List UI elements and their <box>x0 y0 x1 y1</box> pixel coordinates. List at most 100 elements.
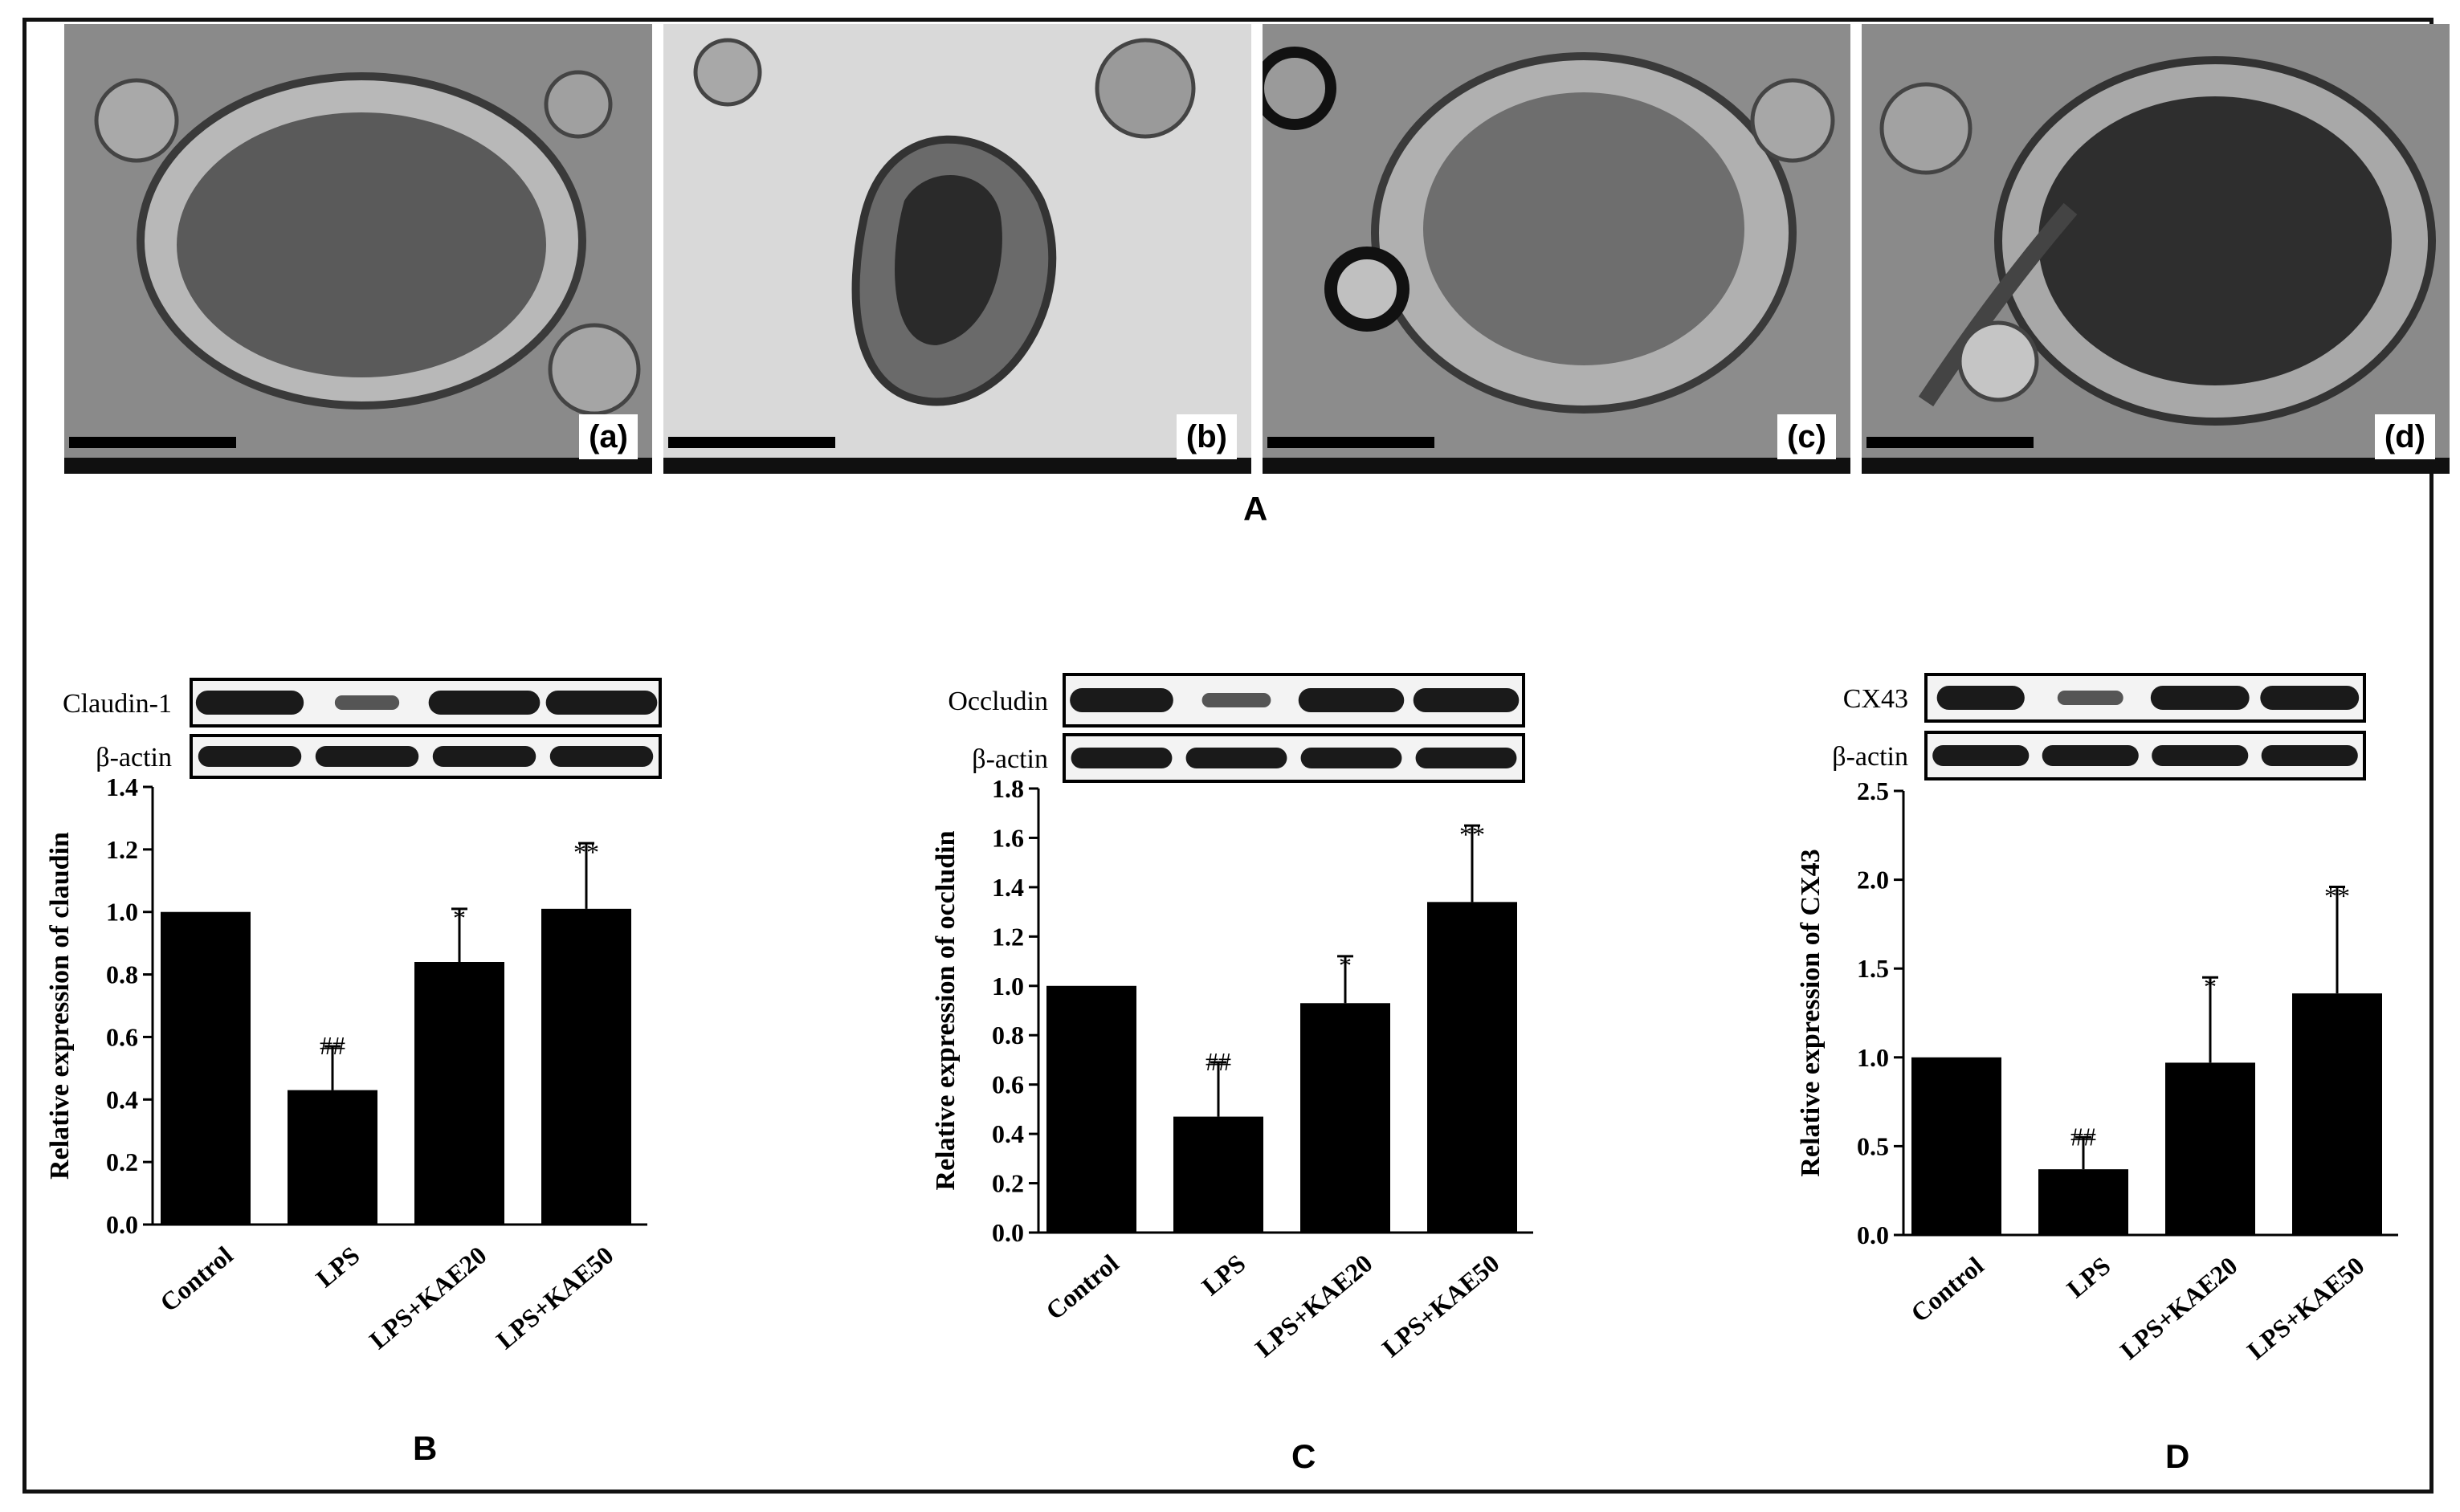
blot-band <box>2261 745 2358 766</box>
significance-mark: * <box>1339 951 1352 980</box>
scale-bar <box>69 437 236 448</box>
significance-mark: * <box>453 903 466 932</box>
blot-band <box>1300 748 1402 768</box>
blot-band <box>1071 748 1173 768</box>
tem-image-b: (b) <box>663 24 1251 474</box>
tem-image-a: (a) <box>64 24 652 474</box>
blot-band <box>2152 745 2249 766</box>
blot-label: CX43 <box>1843 684 1908 714</box>
tem-info-strip <box>64 458 652 474</box>
category-label: LPS <box>2061 1251 2115 1303</box>
significance-mark: ## <box>320 1031 345 1060</box>
blot-band <box>1413 688 1520 712</box>
tem-micrograph-c <box>1263 24 1850 474</box>
bar-lps-kae20 <box>1300 1003 1390 1233</box>
blot-band <box>549 746 654 767</box>
figure-label-d: D <box>2165 1437 2190 1475</box>
y-axis-label: Relative expression of CX43 <box>1796 849 1826 1176</box>
blot-band <box>1415 748 1517 768</box>
bar-lps-kae50 <box>541 908 631 1225</box>
y-tick-label: 1.2 <box>106 835 138 864</box>
blot-band <box>315 746 419 767</box>
category-label: Control <box>1905 1251 1989 1328</box>
significance-mark: ** <box>1459 820 1485 849</box>
blot-label: Claudin-1 <box>63 689 172 719</box>
tem-info-strip <box>1263 458 1850 474</box>
y-tick-label: 0.8 <box>992 1021 1024 1049</box>
blot-band <box>198 746 302 767</box>
blot-band <box>2150 686 2250 710</box>
blot-band <box>2042 745 2139 766</box>
panel-label-b: (b) <box>1176 414 1237 459</box>
panel-label-a: (a) <box>579 414 638 459</box>
blot-band <box>334 695 400 710</box>
scale-bar <box>1866 437 2034 448</box>
y-tick-label: 1.4 <box>992 873 1024 902</box>
blot-band <box>1936 686 2025 710</box>
y-tick-label: 0.0 <box>992 1218 1024 1247</box>
blot-band <box>432 746 536 767</box>
figure-label-b: B <box>413 1429 438 1467</box>
bar-lps <box>1173 1116 1263 1233</box>
tem-image-c: (c) <box>1263 24 1850 474</box>
panel-label-c: (c) <box>1777 414 1836 459</box>
blot-label: β-actin <box>972 744 1048 774</box>
blot-band <box>545 691 658 715</box>
tem-micrograph-a <box>64 24 652 474</box>
category-label: LPS+KAE50 <box>2242 1251 2370 1365</box>
blot-label: Occludin <box>948 687 1048 716</box>
y-tick-label: 0.5 <box>1857 1131 1889 1160</box>
y-tick-label: 0.6 <box>106 1022 138 1051</box>
y-tick-label: 1.2 <box>992 922 1024 951</box>
scale-bar <box>668 437 835 448</box>
tem-info-strip <box>663 458 1251 474</box>
tem-micrograph-b <box>663 24 1251 474</box>
tem-micrograph-d <box>1862 24 2450 474</box>
blot-label: β-actin <box>96 743 172 772</box>
y-tick-label: 1.8 <box>992 774 1024 803</box>
blot-band <box>1070 688 1173 712</box>
blot-band <box>1298 688 1405 712</box>
figure-label-a: A <box>1243 490 1268 528</box>
y-tick-label: 1.6 <box>992 823 1024 852</box>
blot-band <box>1201 693 1271 707</box>
y-axis-label: Relative expression of claudin <box>45 832 75 1180</box>
significance-mark: ** <box>573 838 599 866</box>
y-tick-label: 0.4 <box>106 1085 138 1114</box>
significance-mark: * <box>2204 972 2217 1001</box>
significance-mark: ## <box>1206 1047 1231 1076</box>
y-tick-label: 2.5 <box>1857 776 1889 805</box>
figure-frame <box>22 18 2433 1494</box>
y-tick-label: 0.2 <box>106 1147 138 1176</box>
bar-lps-kae50 <box>1427 902 1517 1233</box>
y-tick-label: 1.4 <box>106 772 138 801</box>
blot-band <box>195 691 304 715</box>
blot-band <box>1932 745 2030 766</box>
y-tick-label: 0.0 <box>1857 1221 1889 1249</box>
bar-lps-kae50 <box>2292 993 2382 1235</box>
y-tick-label: 0.4 <box>992 1119 1024 1148</box>
y-tick-label: 2.0 <box>1857 866 1889 895</box>
blot-band <box>428 691 541 715</box>
tem-info-strip <box>1862 458 2450 474</box>
y-axis-label: Relative expression of occludin <box>931 830 961 1190</box>
y-tick-label: 0.6 <box>992 1070 1024 1099</box>
significance-mark: ## <box>2070 1122 2096 1151</box>
bar-control <box>1911 1057 2001 1235</box>
category-label: LPS+KAE20 <box>2115 1251 2243 1365</box>
y-tick-label: 1.0 <box>106 898 138 927</box>
y-tick-label: 1.5 <box>1857 954 1889 983</box>
bar-control <box>161 911 251 1225</box>
blot-band <box>2057 691 2123 705</box>
bar-lps <box>2038 1169 2128 1235</box>
panel-label-d: (d) <box>2374 414 2435 459</box>
blot-label: β-actin <box>1832 742 1908 772</box>
tem-image-d: (d) <box>1862 24 2450 474</box>
bar-control <box>1046 985 1136 1233</box>
significance-mark: ** <box>2324 881 2350 910</box>
scale-bar <box>1267 437 1434 448</box>
y-tick-label: 1.0 <box>992 972 1024 1001</box>
